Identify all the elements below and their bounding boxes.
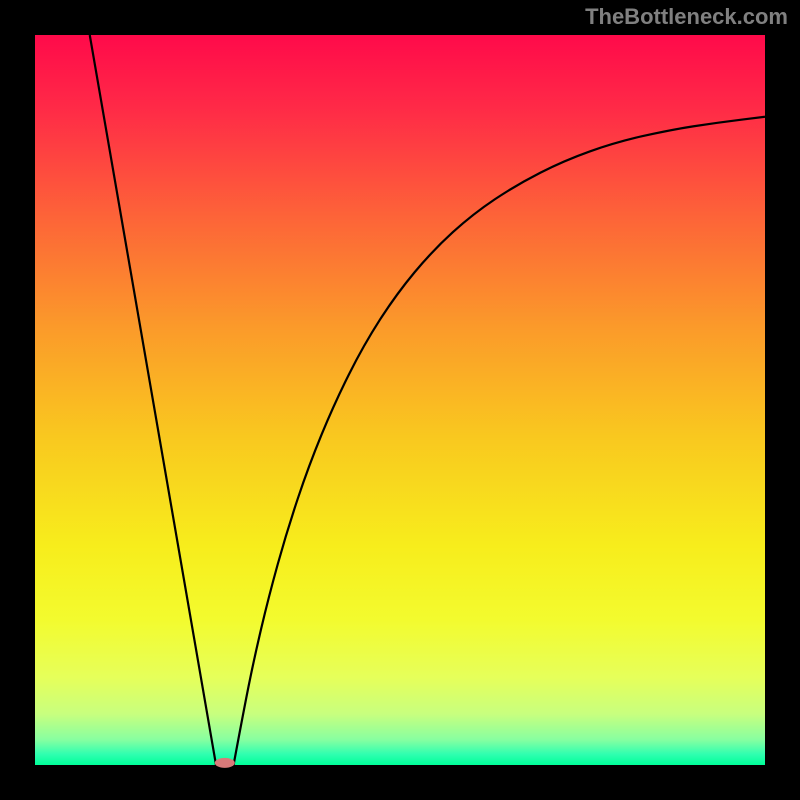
chart-container: TheBottleneck.com bbox=[0, 0, 800, 800]
bottleneck-marker bbox=[215, 758, 235, 768]
watermark-text: TheBottleneck.com bbox=[585, 4, 788, 30]
curve-right-branch bbox=[234, 117, 765, 765]
curve-layer bbox=[35, 35, 765, 765]
curve-left-branch bbox=[90, 35, 216, 765]
plot-area bbox=[35, 35, 765, 765]
